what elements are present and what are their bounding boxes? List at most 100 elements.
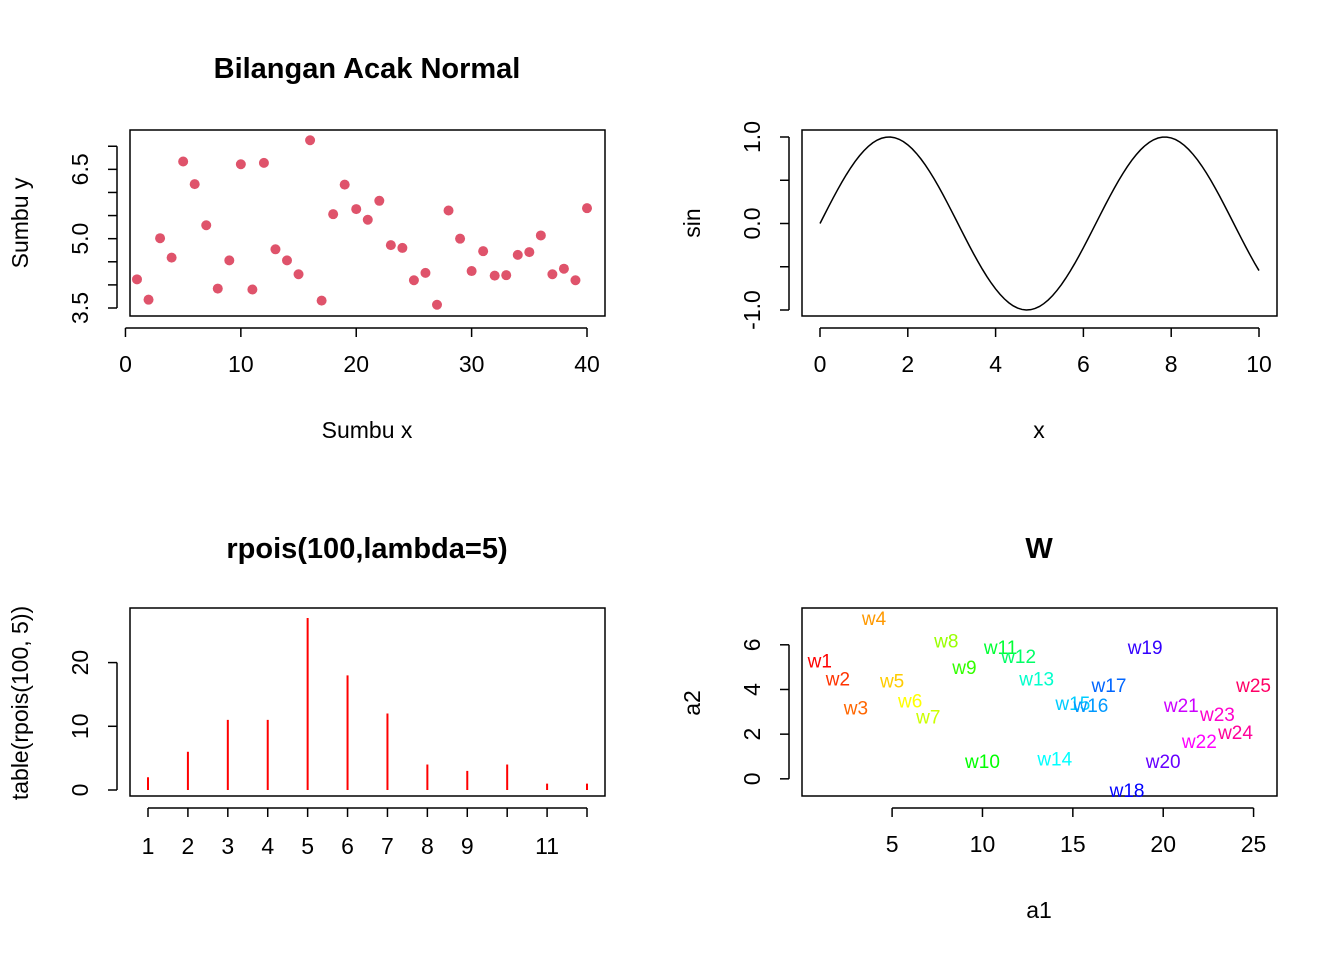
sine-series-line — [819, 136, 1260, 311]
scatter-point — [478, 246, 489, 257]
point-label: w23 — [1199, 705, 1235, 726]
point-label: w7 — [915, 707, 940, 728]
scatter-point — [212, 283, 223, 294]
x-tick-label: 30 — [459, 351, 485, 377]
x-tick-label: 10 — [1246, 351, 1272, 377]
x-tick-label: 5 — [886, 831, 899, 857]
plot-box — [129, 607, 606, 797]
scatter-point — [385, 240, 396, 251]
y-tick-label: 1.0 — [739, 121, 765, 153]
scatter-point — [178, 156, 189, 167]
scatter-point — [328, 209, 339, 220]
scatter-point — [247, 284, 258, 295]
scatter-point — [166, 252, 177, 263]
scatter-point — [235, 159, 246, 170]
y-axis-label: Sumbu y — [7, 177, 33, 268]
scatter-point — [270, 244, 281, 255]
point-label: w15 — [1054, 694, 1090, 715]
y-tick-label: 0 — [67, 784, 93, 797]
x-tick-label: 2 — [901, 351, 914, 377]
scatter-random-normal-panel: Bilangan Acak Normal Sumbu x Sumbu y 0 10… — [7, 53, 606, 443]
x-tick-label: 6 — [1077, 351, 1090, 377]
x-tick-label: 10 — [228, 351, 254, 377]
scatter-point — [524, 247, 535, 258]
x-tick-label: 6 — [341, 833, 354, 859]
point-label: w11 — [983, 638, 1017, 659]
scatter-point — [339, 179, 350, 190]
point-label: w22 — [1181, 732, 1217, 753]
x-tick-label: 25 — [1241, 831, 1267, 857]
x-tick-label: 8 — [1165, 351, 1178, 377]
x-tick-label: 5 — [301, 833, 314, 859]
x-tick-label: 4 — [261, 833, 274, 859]
scatter-point — [570, 275, 581, 286]
scatter-point — [201, 220, 212, 231]
scatter-point — [443, 205, 454, 216]
point-label: w24 — [1217, 723, 1253, 744]
y-tick-label: 2 — [739, 728, 765, 741]
point-label: w18 — [1109, 781, 1145, 802]
y-axis-label: table(rpois(100, 5)) — [7, 606, 33, 800]
point-label: w9 — [951, 658, 976, 679]
point-label: w8 — [933, 631, 958, 652]
point-label: w4 — [861, 609, 887, 630]
scatter-point — [501, 270, 512, 281]
x-tick-label: 1 — [142, 833, 155, 859]
chart-title: W — [1025, 533, 1053, 565]
y-axis-label: sin — [679, 208, 705, 237]
x-tick-label: 15 — [1060, 831, 1086, 857]
scatter-point — [535, 230, 546, 241]
scatter-point — [189, 179, 200, 190]
y-tick-label: 6 — [739, 638, 765, 651]
x-tick-label: 0 — [814, 351, 827, 377]
x-tick-label: 2 — [182, 833, 195, 859]
chart-title: rpois(100,lambda=5) — [226, 533, 507, 565]
point-label: w1 — [807, 651, 832, 672]
scatter-point — [582, 203, 592, 214]
y-tick-label: 4 — [739, 683, 765, 696]
scatter-point — [258, 157, 269, 168]
x-tick-label: 8 — [421, 833, 434, 859]
scatter-point — [374, 195, 385, 206]
y-tick-label: 0.0 — [739, 208, 765, 240]
scatter-point — [362, 214, 373, 225]
scatter-point — [351, 204, 362, 215]
scatter-point — [455, 233, 466, 244]
point-label: w14 — [1036, 750, 1072, 771]
plot-box — [801, 129, 1278, 317]
point-label: w13 — [1018, 669, 1054, 690]
point-label: w6 — [897, 692, 922, 713]
x-tick-label: 20 — [1150, 831, 1176, 857]
scatter-point — [305, 135, 316, 146]
point-label: w10 — [964, 752, 1000, 773]
plot-box — [129, 129, 606, 317]
scatter-point — [512, 249, 523, 260]
sine-line-panel: x sin 0 2 4 6 8 10 -1.0 0.0 1.0 — [679, 121, 1278, 443]
point-label: w20 — [1145, 752, 1181, 773]
x-tick-label: 3 — [221, 833, 234, 859]
x-tick-label: 20 — [343, 351, 369, 377]
scatter-point — [143, 294, 154, 305]
scatter-point — [408, 275, 419, 286]
poisson-table-panel: rpois(100,lambda=5) table(rpois(100, 5))… — [7, 533, 606, 859]
plot-box — [801, 607, 1278, 797]
scatter-point — [224, 255, 235, 266]
x-tick-label: 9 — [461, 833, 474, 859]
x-tick-label: 0 — [119, 351, 132, 377]
x-tick-label: 11 — [535, 833, 559, 859]
point-label: w21 — [1163, 696, 1199, 717]
y-tick-label: 3.5 — [67, 292, 93, 324]
y-tick-label: -1.0 — [739, 290, 765, 330]
scatter-point — [547, 269, 558, 280]
x-tick-label: 4 — [989, 351, 1002, 377]
scatter-point — [466, 266, 477, 277]
x-tick-label: 10 — [970, 831, 996, 857]
y-tick-label: 10 — [67, 713, 93, 739]
scatter-point — [489, 270, 500, 281]
scatter-point — [316, 295, 327, 306]
x-axis-label: x — [1033, 417, 1045, 443]
x-tick-label: 7 — [381, 833, 394, 859]
y-tick-label: 6.5 — [67, 153, 93, 185]
